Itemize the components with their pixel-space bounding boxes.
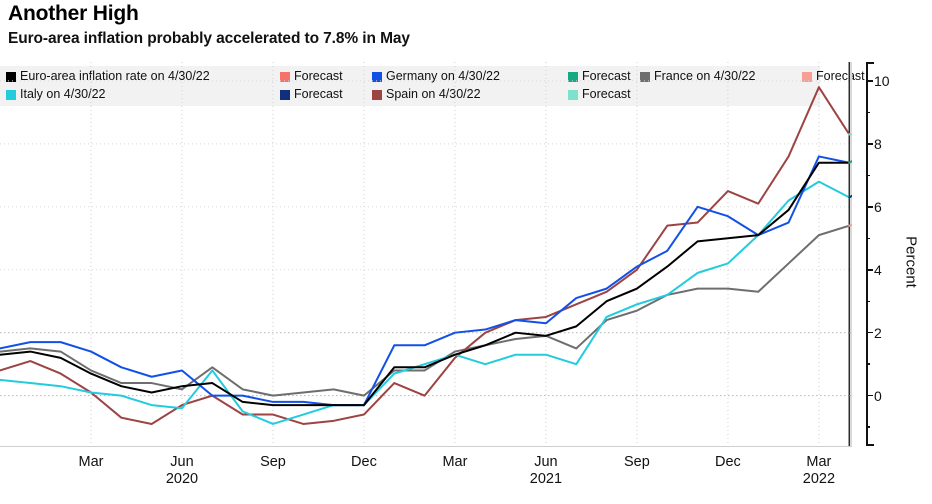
legend-item-label: Forecast bbox=[294, 69, 343, 83]
y-axis-minor-tick bbox=[866, 174, 870, 176]
x-axis-tick-label: Sep bbox=[260, 454, 286, 471]
x-axis-tick-label: Mar 2022 bbox=[803, 454, 835, 488]
legend-item[interactable]: Forecast bbox=[280, 70, 343, 83]
x-axis-month-label: Jun bbox=[534, 454, 558, 470]
legend-swatch bbox=[802, 71, 812, 82]
x-axis-tick-label: Mar bbox=[78, 454, 103, 471]
y-axis-tick bbox=[866, 331, 873, 334]
x-axis-month-label: Jun bbox=[170, 454, 194, 470]
legend-swatch bbox=[568, 71, 578, 82]
x-axis-month-label: Sep bbox=[624, 454, 650, 470]
legend-swatch bbox=[280, 89, 290, 100]
legend-swatch bbox=[6, 89, 16, 100]
y-axis-minor-tick bbox=[866, 111, 870, 114]
series-line-spain bbox=[0, 86, 851, 425]
x-axis-year-label: 2020 bbox=[165, 471, 199, 487]
x-axis-year-label: 2021 bbox=[529, 471, 563, 487]
x-axis-tick-label: Sep bbox=[624, 454, 650, 471]
legend-item-label: Spain on 4/30/22 bbox=[386, 87, 481, 101]
y-axis-tick bbox=[866, 394, 873, 397]
legend-item-label: Italy on 4/30/22 bbox=[20, 87, 106, 101]
x-axis-tick-label: Dec bbox=[351, 454, 377, 471]
legend-item[interactable]: Forecast bbox=[568, 88, 631, 101]
legend-item-label: Germany on 4/30/22 bbox=[386, 69, 500, 83]
chart-legend: Euro-area inflation rate on 4/30/22 Forec… bbox=[0, 66, 865, 106]
legend-item[interactable]: Forecast bbox=[802, 70, 865, 83]
legend-item-label: Forecast bbox=[816, 69, 865, 83]
y-axis-tick bbox=[866, 80, 873, 82]
legend-item[interactable]: France on 4/30/22 bbox=[640, 70, 755, 83]
y-axis-tick bbox=[866, 268, 873, 271]
legend-item-label: Euro-area inflation rate on 4/30/22 bbox=[20, 69, 210, 83]
legend-swatch bbox=[6, 71, 16, 82]
x-axis: Mar Jun 2020 Sep Dec Mar Jun 2021 Sep Dec Mar 2022 bbox=[0, 446, 852, 504]
y-axis-tick-label: 8 bbox=[874, 135, 882, 152]
legend-item[interactable]: Euro-area inflation rate on 4/30/22 bbox=[6, 70, 210, 83]
y-axis-tick bbox=[866, 143, 873, 145]
y-axis-minor-tick bbox=[866, 300, 870, 302]
y-axis: 0 2 4 6 8 10 bbox=[852, 62, 894, 446]
line-chart-svg bbox=[0, 62, 852, 446]
legend-item[interactable]: Forecast bbox=[568, 70, 631, 83]
series-line-italy bbox=[0, 180, 851, 425]
y-axis-tick-label: 2 bbox=[874, 324, 882, 341]
y-axis-minor-tick bbox=[866, 237, 870, 239]
x-axis-month-label: Dec bbox=[351, 454, 377, 470]
x-axis-tick-label: Jun 2021 bbox=[530, 454, 562, 488]
legend-item-label: Forecast bbox=[582, 87, 631, 101]
y-axis-title-label: Percent bbox=[902, 235, 920, 288]
legend-item[interactable]: Germany on 4/30/22 bbox=[372, 70, 500, 83]
x-axis-month-label: Sep bbox=[260, 454, 286, 470]
series-line-france bbox=[0, 224, 851, 397]
y-axis-tick-label: 6 bbox=[874, 198, 882, 215]
forecast-shaded-band bbox=[849, 62, 852, 446]
legend-item[interactable]: Spain on 4/30/22 bbox=[372, 88, 481, 101]
x-axis-month-label: Mar bbox=[78, 454, 104, 470]
x-axis-month-label: Mar bbox=[442, 454, 468, 470]
x-axis-month-label: Dec bbox=[715, 454, 741, 470]
x-axis-tick-label: Mar bbox=[442, 454, 467, 471]
y-axis-tick-label: 0 bbox=[874, 387, 882, 404]
legend-item-label: Forecast bbox=[582, 69, 631, 83]
legend-swatch bbox=[640, 71, 650, 82]
y-axis-end-cap bbox=[866, 62, 874, 64]
y-axis-tick-label: 10 bbox=[874, 72, 890, 89]
legend-item-label: France on 4/30/22 bbox=[654, 69, 756, 83]
legend-swatch bbox=[372, 89, 382, 100]
plot-area bbox=[0, 62, 852, 446]
page-subtitle: Euro-area inflation probably accelerated… bbox=[8, 30, 410, 47]
y-axis-end-cap bbox=[866, 444, 874, 446]
legend-item[interactable]: Forecast bbox=[280, 88, 343, 101]
x-axis-baseline bbox=[0, 446, 852, 447]
series-line-germany bbox=[0, 155, 851, 407]
y-axis-spine bbox=[866, 62, 868, 446]
y-axis-minor-tick bbox=[866, 363, 870, 365]
legend-item-label: Forecast bbox=[294, 87, 343, 101]
y-axis-tick bbox=[866, 205, 873, 208]
series-line-euroarea bbox=[0, 161, 851, 407]
legend-item[interactable]: Italy on 4/30/22 bbox=[6, 88, 105, 101]
legend-swatch bbox=[280, 71, 290, 82]
page-title: Another High bbox=[8, 2, 139, 25]
x-axis-tick-label: Jun 2020 bbox=[166, 454, 198, 488]
x-axis-month-label: Mar bbox=[806, 454, 832, 470]
x-axis-tick-label: Dec bbox=[715, 454, 741, 471]
y-axis-title: Percent bbox=[896, 62, 926, 446]
y-axis-minor-tick bbox=[866, 426, 870, 428]
legend-swatch bbox=[372, 71, 382, 82]
y-axis-tick-label: 4 bbox=[874, 261, 882, 278]
legend-swatch bbox=[568, 89, 578, 100]
x-axis-year-label: 2022 bbox=[802, 471, 836, 487]
